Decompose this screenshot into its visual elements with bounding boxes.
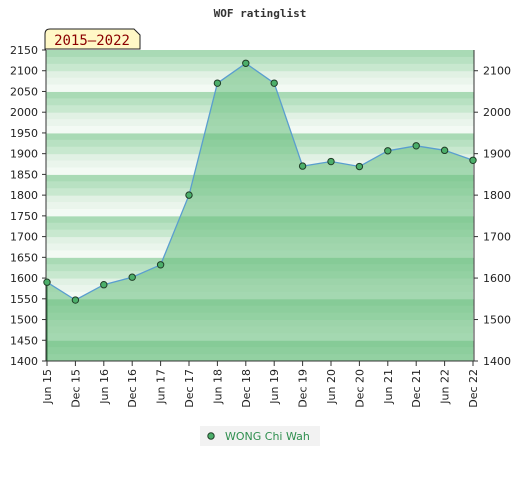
left-tick-label: 1900 <box>10 148 38 161</box>
data-point <box>440 146 449 155</box>
right-tick-label: 1500 <box>483 314 511 327</box>
x-tick-label: Dec 16 <box>126 369 139 408</box>
legend[interactable]: WONG Chi Wah <box>200 426 320 446</box>
left-tick-label: 1450 <box>10 334 38 347</box>
x-axis-ticks: Jun 15 Dec 15 Jun 16 Dec 16 Jun 17 Dec 17 Jun … <box>41 361 480 408</box>
left-tick-label: 1700 <box>10 231 38 244</box>
legend-marker-icon <box>207 432 215 440</box>
data-point <box>100 281 108 289</box>
period-badge: 2015–2022 <box>44 28 141 50</box>
grid-band <box>46 63 474 72</box>
x-tick-label: Jun 17 <box>155 369 168 405</box>
x-tick-label: Jun 21 <box>382 369 395 405</box>
data-point <box>71 296 80 304</box>
x-tick-label: Jun 20 <box>325 369 338 405</box>
x-tick-label: Dec 15 <box>69 369 82 408</box>
left-tick-label: 2000 <box>10 106 38 119</box>
x-tick-label: Jun 19 <box>268 369 281 405</box>
data-point <box>327 157 335 166</box>
axes <box>45 50 475 362</box>
right-y-axis-ticks: 1400 1500 1600 1700 1800 1900 2000 2100 <box>474 65 511 368</box>
period-badge-box <box>44 28 141 50</box>
right-tick-label: 1800 <box>483 189 511 202</box>
left-tick-label: 1600 <box>10 272 38 285</box>
legend-box <box>200 426 320 446</box>
left-tick-label: 1500 <box>10 314 38 327</box>
legend-label: WONG Chi Wah <box>225 430 310 443</box>
left-tick-label: 1650 <box>10 251 38 264</box>
data-point <box>128 273 136 281</box>
left-tick-label: 1950 <box>10 127 38 140</box>
grid-band <box>46 56 474 65</box>
data-point <box>43 278 51 286</box>
x-tick-label: Jun 15 <box>41 369 54 405</box>
data-point <box>412 142 420 150</box>
series-markers <box>43 59 477 304</box>
series-area <box>46 62 474 362</box>
period-badge-text: 2015–2022 <box>54 33 130 49</box>
x-tick-label: Dec 19 <box>297 369 310 408</box>
right-tick-label: 1600 <box>483 272 511 285</box>
left-tick-label: 2100 <box>10 65 38 78</box>
grid-band <box>46 50 474 58</box>
x-tick-label: Dec 20 <box>353 369 366 408</box>
series-line <box>46 62 474 301</box>
right-tick-label: 1400 <box>483 355 511 368</box>
data-point <box>242 59 250 67</box>
x-tick-label: Jun 16 <box>98 369 111 405</box>
series-area-fill <box>47 63 473 362</box>
data-point <box>213 79 222 87</box>
data-point <box>185 191 193 199</box>
right-tick-label: 1700 <box>483 231 511 244</box>
data-point <box>355 162 364 171</box>
left-tick-label: 1800 <box>10 189 38 202</box>
x-tick-label: Dec 17 <box>183 369 196 408</box>
x-tick-label: Jun 18 <box>211 369 224 405</box>
left-tick-label: 2150 <box>10 44 38 57</box>
left-tick-label: 2050 <box>10 85 38 98</box>
left-tick-label: 1750 <box>10 210 38 223</box>
x-tick-label: Dec 21 <box>410 369 423 408</box>
data-point <box>384 147 392 155</box>
data-point <box>156 261 165 269</box>
left-tick-label: 1550 <box>10 293 38 306</box>
left-tick-label: 1850 <box>10 168 38 181</box>
right-tick-label: 2000 <box>483 106 511 119</box>
left-tick-label: 1400 <box>10 355 38 368</box>
data-point <box>270 79 278 87</box>
data-point <box>298 162 307 170</box>
x-tick-label: Jun 22 <box>439 369 452 405</box>
left-y-axis-ticks: 1400 1450 1500 1550 1600 1650 1700 1750 1800 1850… <box>10 44 46 368</box>
data-point <box>469 156 477 165</box>
x-tick-label: Dec 18 <box>240 369 253 408</box>
chart-title: WOF ratinglist <box>214 7 307 20</box>
x-tick-label: Dec 22 <box>467 369 480 408</box>
right-tick-label: 2100 <box>483 65 511 78</box>
right-tick-label: 1900 <box>483 148 511 161</box>
